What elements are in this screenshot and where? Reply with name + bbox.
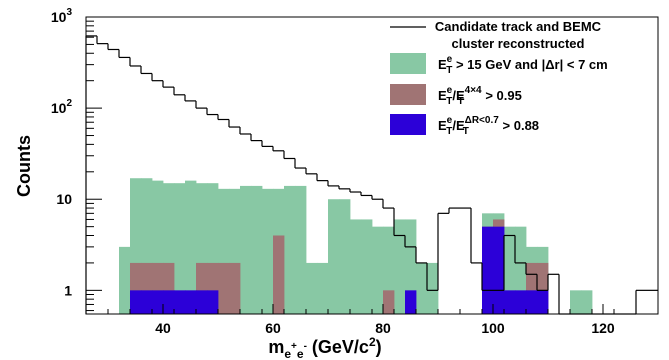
bar-series2-bin11 [207, 262, 219, 314]
y-axis-label: Counts [14, 135, 34, 197]
bar-series3-bin38 [504, 290, 516, 314]
bar-series2-bin40 [526, 262, 538, 314]
legend-swatch-et-cut [390, 53, 426, 74]
bar-series1-bin26 [372, 226, 384, 314]
bar-series3-bin7 [163, 290, 175, 314]
bar-series1-bin15 [251, 185, 263, 314]
bar-series3-bin37 [493, 226, 505, 314]
legend-label-isolation-4x4: Ee T/E4×4 T > 0.95 [438, 85, 522, 107]
x-tick-label-120: 120 [591, 320, 615, 336]
bar-series1-bin27 [383, 226, 395, 314]
bar-series2-bin41 [537, 262, 549, 314]
bar-series1-bin3 [119, 246, 131, 314]
bar-series1-bin28 [394, 219, 406, 314]
legend-label-candidate-line1: Candidate track and BEMC [435, 19, 602, 34]
bar-series2-bin5 [141, 262, 153, 314]
bars-layer [119, 178, 593, 314]
bar-series1-bin38 [504, 226, 516, 314]
bar-series1-bin39 [515, 226, 527, 314]
bar-series1-bin18 [284, 185, 296, 314]
bar-series2-bin13 [229, 262, 241, 314]
legend-label-et-cut: Ee T > 15 GeV and |Δr| < 7 cm [438, 54, 608, 76]
bar-series1-bin13 [229, 188, 241, 314]
bar-series1-bin12 [218, 188, 230, 314]
bar-series1-bin29 [405, 219, 417, 314]
legend-swatch-isolation-4x4 [390, 84, 426, 105]
y-tick-label-1: 1 [64, 282, 72, 298]
bar-series1-bin25 [361, 219, 373, 314]
legend-label-isolation-cone: Ee T/EΔR<0.7 T > 0.88 [438, 115, 539, 137]
x-tick-label-80: 80 [375, 320, 391, 336]
bar-series3-bin29 [405, 290, 417, 314]
legend-label-candidate-line2: cluster reconstructed [452, 36, 585, 51]
bar-series1-bin14 [240, 185, 252, 314]
legend-swatch-isolation-cone [390, 114, 426, 135]
bar-series1-bin11 [207, 183, 219, 314]
bar-series1-bin19 [295, 185, 307, 314]
bar-series3-bin36 [482, 226, 494, 314]
bar-series1-bin23 [339, 199, 351, 314]
bar-series3-bin5 [141, 290, 153, 314]
bar-series1-bin20 [306, 262, 318, 314]
bar-series1-bin10 [196, 183, 208, 314]
bar-series3-bin11 [207, 290, 219, 314]
x-tick-label-40: 40 [155, 320, 171, 336]
bar-series3-bin8 [174, 290, 186, 314]
y-tick-label-10: 10 [56, 191, 72, 207]
bar-series1-bin5 [141, 178, 153, 314]
bar-series1-bin6 [152, 180, 164, 314]
axis-ticks: 40 60 80 100 120 1 10 102 103 [51, 7, 637, 336]
bar-series3-bin40 [526, 290, 538, 314]
y-tick-label-100: 102 [51, 98, 73, 116]
bar-series1-bin45 [581, 290, 593, 314]
bar-series2-bin10 [196, 262, 208, 314]
bar-series3-bin4 [130, 290, 142, 314]
bar-series2-bin6 [152, 262, 164, 314]
bar-series2-bin27 [383, 290, 395, 314]
bar-series2-bin12 [218, 262, 230, 314]
bar-series1-bin44 [570, 290, 582, 314]
bar-series1-bin30 [416, 262, 428, 314]
bar-series1-bin4 [130, 178, 142, 314]
bar-series1-bin31 [427, 262, 439, 314]
x-axis-label: me+e- (GeV/c2) [268, 335, 381, 360]
bar-series1-bin7 [163, 183, 175, 314]
bar-series1-bin8 [174, 183, 186, 314]
bar-series1-bin21 [317, 262, 329, 314]
bar-series1-bin9 [185, 180, 197, 314]
bar-series3-bin10 [196, 290, 208, 314]
steps-layer [85, 35, 658, 315]
bar-series1-bin24 [350, 219, 362, 314]
legend: Candidate track and BEMC cluster reconst… [390, 19, 608, 137]
bar-series3-bin41 [537, 290, 549, 314]
bar-series3-bin6 [152, 290, 164, 314]
bar-series3-bin9 [185, 290, 197, 314]
bar-series2-bin17 [273, 235, 285, 314]
bar-series1-bin16 [262, 188, 274, 314]
bar-series2-bin7 [163, 262, 175, 314]
x-tick-label-60: 60 [265, 320, 281, 336]
bar-series2-bin4 [130, 262, 142, 314]
x-tick-label-100: 100 [481, 320, 505, 336]
y-tick-label-1000: 103 [51, 7, 73, 25]
bar-series1-bin22 [328, 199, 340, 314]
bar-series3-bin39 [515, 290, 527, 314]
